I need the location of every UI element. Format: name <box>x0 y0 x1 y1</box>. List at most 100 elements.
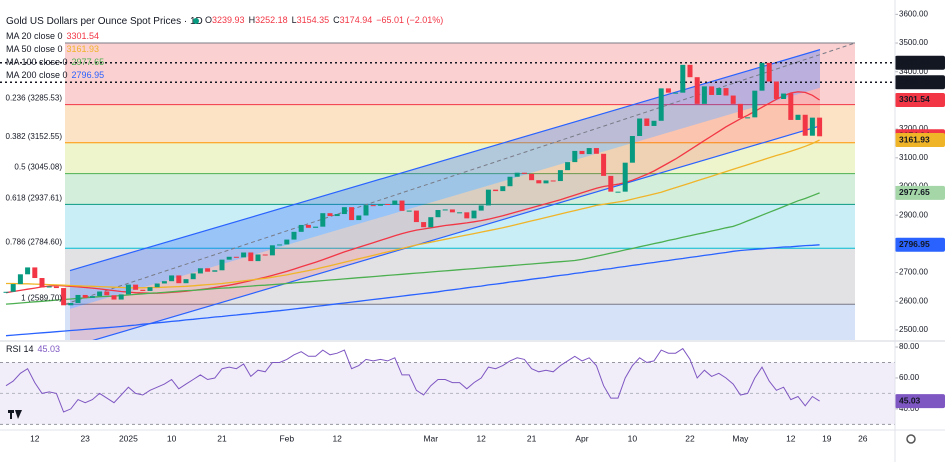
candle <box>709 86 715 95</box>
candle <box>284 239 290 245</box>
candle <box>601 153 607 176</box>
candle <box>25 267 31 275</box>
candle <box>773 81 779 99</box>
change: −65.01 (−2.01%) <box>376 15 443 25</box>
candle <box>802 114 808 136</box>
legend-name: MA 200 close 0 <box>6 70 68 80</box>
candle <box>651 120 657 126</box>
candle <box>550 180 556 182</box>
ohlc-value: 3174.94 <box>340 15 373 25</box>
header: Gold US Dollars per Ounce Spot Prices · … <box>6 16 203 27</box>
fib-label: 0.786 (2784.60) <box>6 237 63 246</box>
candle <box>241 252 247 258</box>
fib-label: 0.5 (3045.08) <box>14 163 62 172</box>
x-tick-label: 26 <box>858 433 868 443</box>
legend-entry: MA 100 close 0 2977.65 <box>6 57 104 67</box>
fib-band <box>65 248 855 305</box>
candle <box>759 62 765 91</box>
candle <box>457 212 463 214</box>
market-status <box>193 18 199 24</box>
candle <box>111 295 117 300</box>
legend-value: 3301.54 <box>67 31 100 41</box>
ma-line <box>6 139 820 289</box>
x-tick-label: Mar <box>423 433 438 443</box>
rsi-pane <box>0 347 895 425</box>
candle <box>687 64 693 78</box>
candle <box>435 210 441 218</box>
x-tick-label: 22 <box>685 433 695 443</box>
legend-value: 3161.93 <box>67 44 100 54</box>
candle <box>529 173 535 181</box>
candle <box>277 244 283 246</box>
overlay: 0.236 (3285.53) 0.382 (3152.55) 0.5 (3045.… <box>6 9 945 443</box>
candle <box>334 214 340 217</box>
candle <box>673 92 679 94</box>
x-tick-label: 19 <box>822 433 832 443</box>
settings-icon[interactable] <box>906 434 916 444</box>
candle <box>723 88 729 96</box>
y-tick-label: 3200.00 <box>899 124 928 133</box>
candle <box>291 231 297 240</box>
fib-band <box>65 142 855 174</box>
candle <box>586 148 592 155</box>
ohlc-value: 3239.93 <box>212 15 245 25</box>
candle <box>536 180 542 184</box>
candle <box>644 118 650 126</box>
candle <box>183 279 189 284</box>
candle <box>737 103 743 118</box>
x-tick-label: 23 <box>80 433 90 443</box>
price-tag <box>895 185 945 200</box>
candle <box>478 205 484 211</box>
candle <box>341 207 347 215</box>
x-tick-label: 10 <box>167 433 177 443</box>
candle <box>428 217 434 228</box>
candle <box>68 302 74 306</box>
candle <box>766 62 772 82</box>
legend-value: 2796.95 <box>72 70 105 80</box>
fib-label: 0.618 (2937.61) <box>6 194 63 203</box>
candle <box>212 270 218 272</box>
candle <box>190 273 196 280</box>
candle <box>665 88 671 93</box>
y-tick-label: 3600.00 <box>899 9 928 18</box>
fib-label: 0.236 (3285.53) <box>6 94 63 103</box>
price-tag <box>895 92 945 107</box>
y-tick-label: 2600.00 <box>899 296 928 305</box>
candle <box>233 256 239 258</box>
candle <box>752 90 758 118</box>
candle <box>298 224 304 232</box>
legend-name: MA 100 close 0 <box>6 57 68 67</box>
x-tick-label: Apr <box>575 433 588 443</box>
x-tick-label: May <box>732 433 749 443</box>
candle <box>3 291 9 293</box>
candle <box>788 93 794 120</box>
legend-name: MA 20 close 0 <box>6 31 63 41</box>
ohlc: O3239.93 H3252.18 L3154.35 C3174.94 −65.01 (… <box>205 15 443 25</box>
rsi-name: RSI 14 <box>6 344 34 354</box>
candle <box>658 88 664 121</box>
candle <box>521 172 527 174</box>
candle <box>118 294 124 300</box>
candle <box>413 210 419 223</box>
chart-title: Gold US Dollars per Ounce Spot Prices · … <box>6 16 203 27</box>
ohlc-value: 3154.35 <box>297 15 330 25</box>
rsi-tick-label: 40.00 <box>899 404 920 413</box>
candle <box>543 180 549 184</box>
candle <box>17 274 23 285</box>
candle <box>716 88 722 95</box>
candle <box>745 117 751 119</box>
x-tick-label: Feb <box>279 433 294 443</box>
ohlc-letter: O <box>205 15 212 25</box>
candle <box>399 200 405 211</box>
x-tick-label: 21 <box>527 433 537 443</box>
candle <box>442 209 448 211</box>
candle <box>557 170 563 182</box>
candle <box>197 268 203 274</box>
candle <box>817 117 823 137</box>
rsi-tick-label: 60.00 <box>899 373 920 382</box>
ohlc-letter: L <box>292 15 297 25</box>
legend-entry: MA 20 close 0 3301.54 <box>6 31 99 41</box>
candle <box>637 118 643 136</box>
candle <box>313 226 319 228</box>
